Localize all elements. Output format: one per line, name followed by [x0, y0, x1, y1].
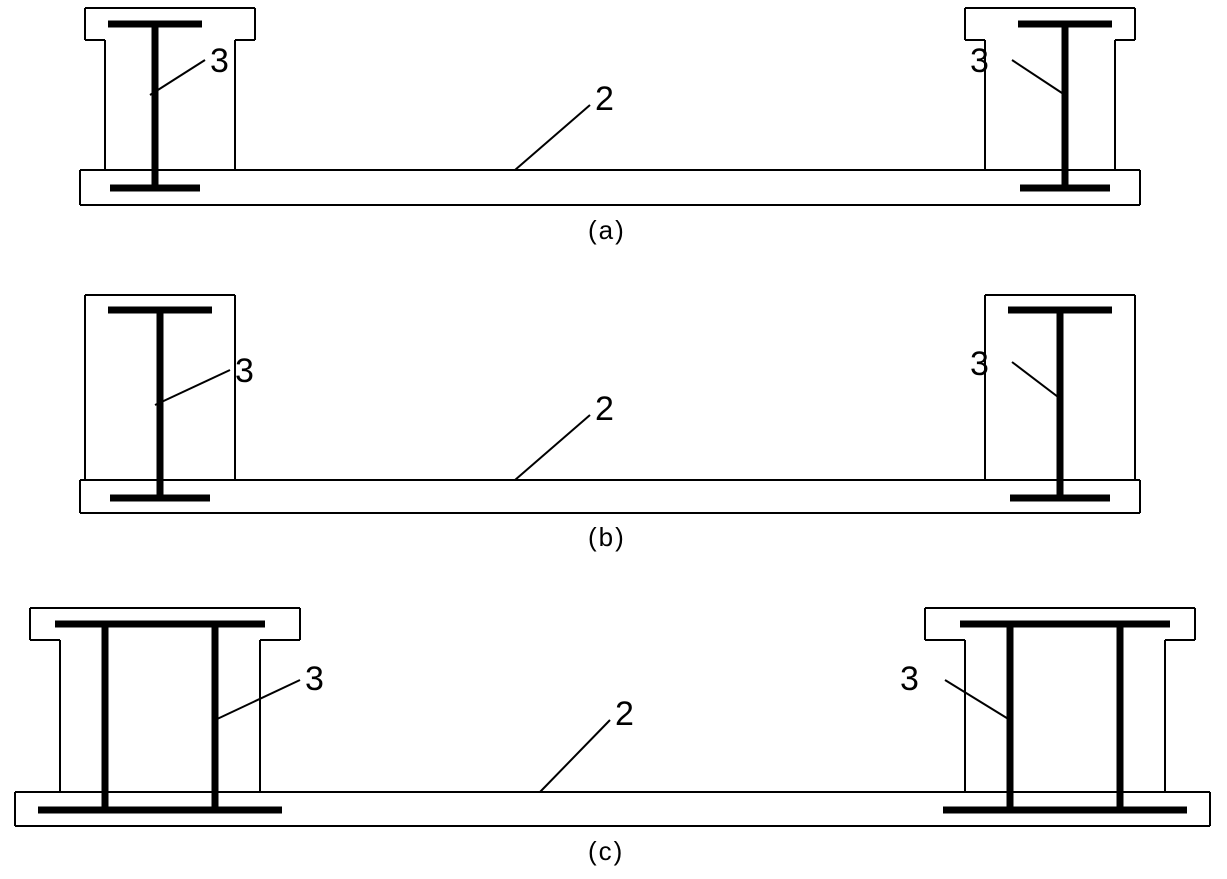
page: (a) (b) (c) 2 3 3 2 3 3 2 3 3 [0, 0, 1227, 879]
diagram-svg [0, 0, 1227, 879]
